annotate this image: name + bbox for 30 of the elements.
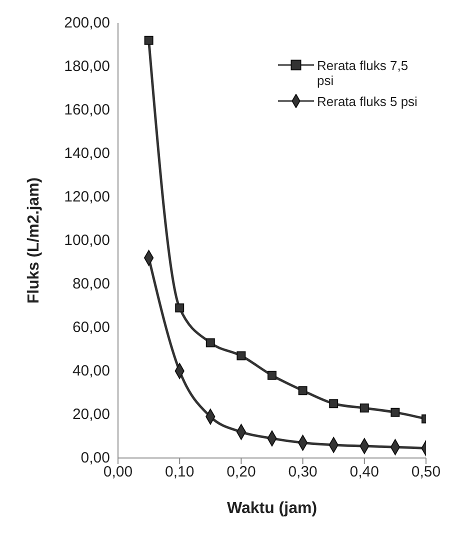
x-tick-label: 0,40 [350, 464, 379, 481]
point [390, 408, 400, 417]
legend-label: Rerata fluks 7,5 psi [317, 58, 410, 88]
point [298, 386, 308, 396]
x-tick-label: 0,10 [165, 464, 194, 481]
x-tick-label: 0,20 [226, 464, 256, 481]
y-tick-label: 160,00 [64, 102, 110, 118]
point [144, 36, 154, 45]
y-tick-label: 180,00 [64, 58, 110, 75]
point [206, 338, 215, 348]
legend-label: Rerata fluks 5 psi [317, 94, 418, 109]
x-tick-label: 0,00 [103, 464, 133, 481]
y-tick-label: 0,00 [80, 450, 110, 466]
y-tick-label: 200,00 [64, 14, 110, 32]
y-tick-label: 60,00 [72, 319, 110, 336]
point [268, 370, 276, 380]
point [329, 399, 338, 408]
x-tick-label: 0,50 [411, 464, 441, 481]
x-axis-title: Waktu (jam) [226, 500, 318, 517]
point [360, 403, 369, 412]
y-tick-label: 100,00 [64, 232, 110, 249]
x-tick-label: 0,30 [288, 464, 318, 481]
point [175, 303, 184, 312]
y-tick-label: 40,00 [72, 362, 110, 380]
y-tick-label: 80,00 [72, 276, 110, 292]
y-tick-label: 140,00 [64, 145, 110, 162]
point [236, 351, 246, 360]
y-tick-label: 120,00 [64, 188, 110, 206]
y-tick-label: 20,00 [72, 406, 110, 423]
y-axis-title: Fluks (L/m2.jam) [26, 177, 43, 304]
